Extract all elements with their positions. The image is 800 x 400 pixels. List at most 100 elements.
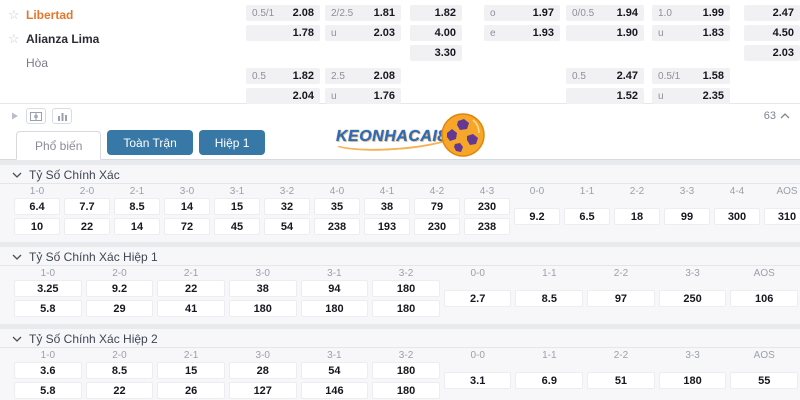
score-odds-cell[interactable]: 22: [157, 280, 225, 297]
score-odds-cell[interactable]: 55: [730, 372, 799, 389]
score-odds-cell[interactable]: 14: [164, 198, 210, 215]
score-sections: Tỷ Số Chính Xác 1-0 6.4 10 2-0 7.7 22 2-1 8.5 14 3…: [0, 160, 800, 400]
score-odds-cell[interactable]: 2.7: [443, 290, 512, 307]
odds-cell-overunder-ft[interactable]: 2/2.5 1.81: [325, 5, 401, 21]
score-odds-cell[interactable]: 238: [464, 218, 510, 235]
score-odds-cell[interactable]: 180: [372, 382, 440, 399]
score-odds-cell[interactable]: 10: [14, 218, 60, 235]
score-odds-cell[interactable]: 32: [264, 198, 310, 215]
odds-cell-oddeven[interactable]: o 1.97: [484, 5, 560, 21]
odds-cell-handicap-h1[interactable]: 1.90: [566, 25, 644, 41]
odds-cell-handicap-h1[interactable]: 0.5 2.47: [566, 68, 644, 84]
score-odds-cell[interactable]: 180: [228, 300, 297, 317]
score-odds-cell[interactable]: 230: [464, 198, 510, 215]
tab-hiep-1[interactable]: Hiệp 1: [198, 130, 266, 155]
odds-cell-handicap-h1[interactable]: 1.52: [566, 88, 644, 104]
odds-cell-1x2-h1[interactable]: 2.47: [744, 5, 800, 21]
score-odds-cell[interactable]: 9.2: [514, 208, 560, 225]
odds-cell-1x2-h1[interactable]: 2.03: [744, 45, 800, 61]
score-odds-cell[interactable]: 180: [372, 362, 440, 379]
market-count-toggle[interactable]: 63: [764, 110, 790, 122]
odds-cell-handicap-ft[interactable]: 1.78: [246, 25, 320, 41]
score-odds-cell[interactable]: 79: [414, 198, 460, 215]
score-odds-cell[interactable]: 38: [364, 198, 410, 215]
odds-cell-handicap-ft[interactable]: 0.5 1.82: [246, 68, 320, 84]
score-odds-cell[interactable]: 3.6: [14, 362, 82, 379]
odds-cell-overunder-ft[interactable]: 2.5 2.08: [325, 68, 401, 84]
tab-toan-tran[interactable]: Toàn Trận: [107, 130, 193, 155]
score-odds-cell[interactable]: 94: [300, 280, 369, 297]
score-odds-cell[interactable]: 54: [300, 362, 369, 379]
odds-cell-1x2-ft[interactable]: 1.82: [410, 5, 462, 21]
score-odds-cell[interactable]: 97: [587, 290, 655, 307]
score-odds-cell[interactable]: 6.5: [564, 208, 610, 225]
score-odds-cell[interactable]: 18: [614, 208, 660, 225]
tab-pho-bien[interactable]: Phổ biến: [16, 131, 102, 160]
pitch-icon[interactable]: [26, 108, 46, 124]
score-odds-cell[interactable]: 106: [730, 290, 799, 307]
score-odds-cell[interactable]: 7.7: [64, 198, 110, 215]
score-odds-cell[interactable]: 15: [214, 198, 260, 215]
odds-cell-overunder-h1[interactable]: 0.5/1 1.58: [652, 68, 730, 84]
score-odds-cell[interactable]: 250: [658, 290, 727, 307]
odds-cell-1x2-h1[interactable]: 4.50: [744, 25, 800, 41]
score-odds-cell[interactable]: 51: [587, 372, 655, 389]
score-odds-cell[interactable]: 22: [85, 382, 154, 399]
score-label: 0-0: [470, 268, 485, 279]
favorite-star-icon[interactable]: ☆: [8, 7, 20, 22]
score-odds-cell[interactable]: 180: [372, 280, 440, 297]
odds-cell-handicap-ft[interactable]: 2.04: [246, 88, 320, 104]
score-odds-cell[interactable]: 38: [228, 280, 297, 297]
score-odds-cell[interactable]: 6.4: [14, 198, 60, 215]
score-odds-cell[interactable]: 238: [314, 218, 360, 235]
odds-value: 2.08: [292, 7, 314, 19]
score-odds-cell[interactable]: 8.5: [114, 198, 160, 215]
score-odds-cell[interactable]: 8.5: [85, 362, 154, 379]
score-odds-cell[interactable]: 41: [157, 300, 225, 317]
score-odds-cell[interactable]: 45: [214, 218, 260, 235]
odds-cell-overunder-ft[interactable]: u 2.03: [325, 25, 401, 41]
score-odds-cell[interactable]: 180: [300, 300, 369, 317]
score-odds-cell[interactable]: 180: [372, 300, 440, 317]
section-header[interactable]: Tỷ Số Chính Xác Hiệp 1: [0, 247, 800, 266]
odds-cell-handicap-h1[interactable]: 0/0.5 1.94: [566, 5, 644, 21]
score-odds-cell[interactable]: 26: [157, 382, 225, 399]
odds-cell-oddeven[interactable]: e 1.93: [484, 25, 560, 41]
score-odds-cell[interactable]: 127: [228, 382, 297, 399]
score-odds-cell[interactable]: 15: [157, 362, 225, 379]
odds-cell-1x2-ft[interactable]: 3.30: [410, 45, 462, 61]
section-header[interactable]: Tỷ Số Chính Xác: [0, 165, 800, 184]
score-odds-cell[interactable]: 35: [314, 198, 360, 215]
score-odds-cell[interactable]: 72: [164, 218, 210, 235]
score-odds-cell[interactable]: 300: [714, 208, 760, 225]
odds-cell-overunder-h1[interactable]: u 2.35: [652, 88, 730, 104]
score-odds-cell[interactable]: 146: [300, 382, 369, 399]
score-odds-cell[interactable]: 180: [658, 372, 727, 389]
stats-icon[interactable]: [52, 108, 72, 124]
score-odds-cell[interactable]: 193: [364, 218, 410, 235]
score-odds-cell[interactable]: 5.8: [14, 382, 82, 399]
score-odds-cell[interactable]: 28: [228, 362, 297, 379]
odds-cell-overunder-h1[interactable]: u 1.83: [652, 25, 730, 41]
odds-cell-handicap-ft[interactable]: 0.5/1 2.08: [246, 5, 320, 21]
score-odds-cell[interactable]: 22: [64, 218, 110, 235]
score-odds-cell[interactable]: 14: [114, 218, 160, 235]
score-odds-cell[interactable]: 3.25: [14, 280, 82, 297]
score-odds-cell[interactable]: 5.8: [14, 300, 82, 317]
score-odds-cell[interactable]: 54: [264, 218, 310, 235]
play-icon[interactable]: [10, 111, 20, 121]
odds-cell-overunder-ft[interactable]: u 1.76: [325, 88, 401, 104]
odds-cell-overunder-h1[interactable]: 1.0 1.99: [652, 5, 730, 21]
score-odds-cell[interactable]: 29: [85, 300, 154, 317]
odds-cell-1x2-ft[interactable]: 4.00: [410, 25, 462, 41]
score-odds-cell[interactable]: 310: [764, 208, 800, 225]
odds-value: 2.04: [292, 90, 314, 102]
score-odds-cell[interactable]: 3.1: [443, 372, 512, 389]
score-odds-cell[interactable]: 99: [664, 208, 710, 225]
score-odds-cell[interactable]: 9.2: [85, 280, 154, 297]
favorite-star-icon[interactable]: ☆: [8, 31, 20, 46]
score-odds-cell[interactable]: 230: [414, 218, 460, 235]
score-odds-cell[interactable]: 8.5: [515, 290, 584, 307]
score-odds-cell[interactable]: 6.9: [515, 372, 584, 389]
section-header[interactable]: Tỷ Số Chính Xác Hiệp 2: [0, 329, 800, 348]
